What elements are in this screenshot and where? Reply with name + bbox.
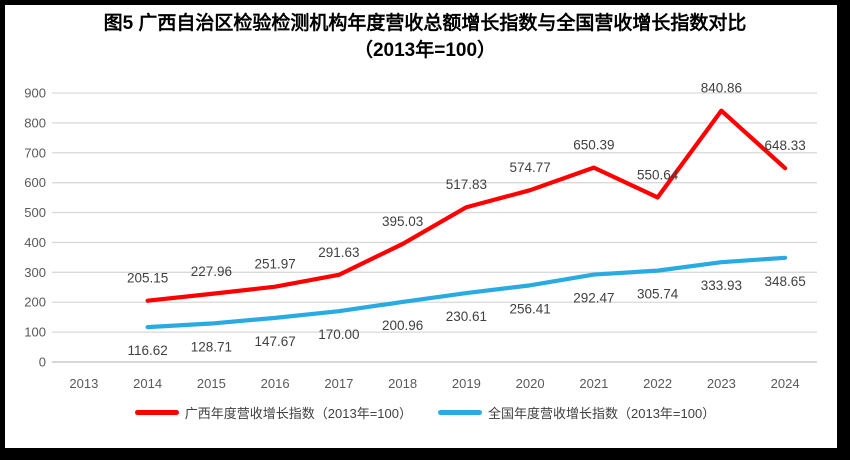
data-label: 305.74 [637,287,679,302]
y-axis-tick-label: 300 [24,265,46,280]
legend-item-national: 全国年度营收增长指数（2013年=100） [438,403,715,422]
data-label: 650.39 [573,138,614,153]
legend-label-national: 全国年度营收增长指数（2013年=100） [488,406,716,421]
data-label: 517.83 [446,177,487,192]
data-label: 348.65 [764,274,805,289]
x-axis-tick-label: 2018 [388,376,417,391]
y-axis-tick-label: 200 [24,295,46,310]
y-axis-tick-label: 500 [24,205,46,220]
y-axis-tick-label: 400 [24,235,46,250]
data-label: 205.15 [127,271,168,286]
data-label: 147.67 [254,334,295,349]
x-axis-tick-label: 2022 [643,376,672,391]
legend-line-swatch-red-icon [134,410,179,415]
data-label: 116.62 [127,343,167,358]
series-line-0 [145,108,788,303]
chart-legend: 广西年度营收增长指数（2013年=100） 全国年度营收增长指数（2013年=1… [0,403,850,422]
y-axis-tick-label: 100 [24,325,46,340]
y-axis-tick-label: 700 [24,145,46,160]
data-label: 230.61 [446,309,487,324]
data-label: 251.97 [254,257,295,272]
data-label: 256.41 [509,301,550,316]
y-axis-tick-label: 800 [24,115,46,130]
x-axis-tick-label: 2014 [133,376,162,391]
y-axis-tick-label: 0 [39,355,46,370]
x-axis-tick-label: 2024 [771,376,800,391]
data-label: 128.71 [191,340,232,355]
x-axis-tick-label: 2021 [579,376,608,391]
data-label: 333.93 [701,278,742,293]
x-axis-tick-label: 2019 [452,376,481,391]
x-axis-tick-label: 2013 [69,376,98,391]
data-label: 292.47 [573,291,614,306]
x-axis-tick-label: 2016 [261,376,290,391]
x-axis-tick-label: 2020 [516,376,545,391]
data-label: 574.77 [509,160,550,175]
legend-line-swatch-blue-icon [438,410,482,415]
x-axis-tick-label: 2017 [324,376,353,391]
series-line-1 [145,255,788,330]
data-label: 227.96 [191,264,232,279]
data-label: 395.03 [382,214,423,229]
legend-item-guangxi: 广西年度营收增长指数（2013年=100） [134,403,412,422]
legend-label-guangxi: 广西年度营收增长指数（2013年=100） [184,406,412,421]
chart-title: 图5 广西自治区检验检测机构年度营收总额增长指数与全国营收增长指数对比（2013… [103,13,747,61]
y-axis-tick-label: 600 [24,175,46,190]
data-label: 200.96 [382,318,423,333]
y-axis-tick-label: 900 [24,86,46,101]
data-label: 550.64 [637,167,679,182]
x-axis-tick-label: 2023 [707,376,736,391]
data-label: 291.63 [318,245,359,260]
x-axis-tick-label: 2015 [197,376,226,391]
data-label: 170.00 [318,327,359,342]
data-label: 840.86 [701,81,742,96]
data-label: 648.33 [764,138,805,153]
